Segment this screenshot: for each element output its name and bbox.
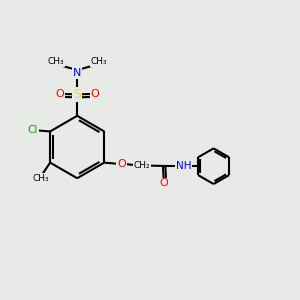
Text: NH: NH — [176, 161, 192, 171]
Text: CH₃: CH₃ — [90, 57, 107, 66]
Text: CH₃: CH₃ — [33, 174, 50, 183]
Text: CH₃: CH₃ — [47, 57, 64, 66]
Text: S: S — [73, 88, 81, 101]
Text: O: O — [91, 89, 99, 99]
Text: Cl: Cl — [28, 125, 38, 135]
Text: CH₂: CH₂ — [133, 161, 150, 170]
Text: N: N — [73, 68, 81, 78]
Text: O: O — [159, 178, 168, 188]
Text: O: O — [55, 89, 64, 99]
Text: O: O — [117, 159, 126, 169]
